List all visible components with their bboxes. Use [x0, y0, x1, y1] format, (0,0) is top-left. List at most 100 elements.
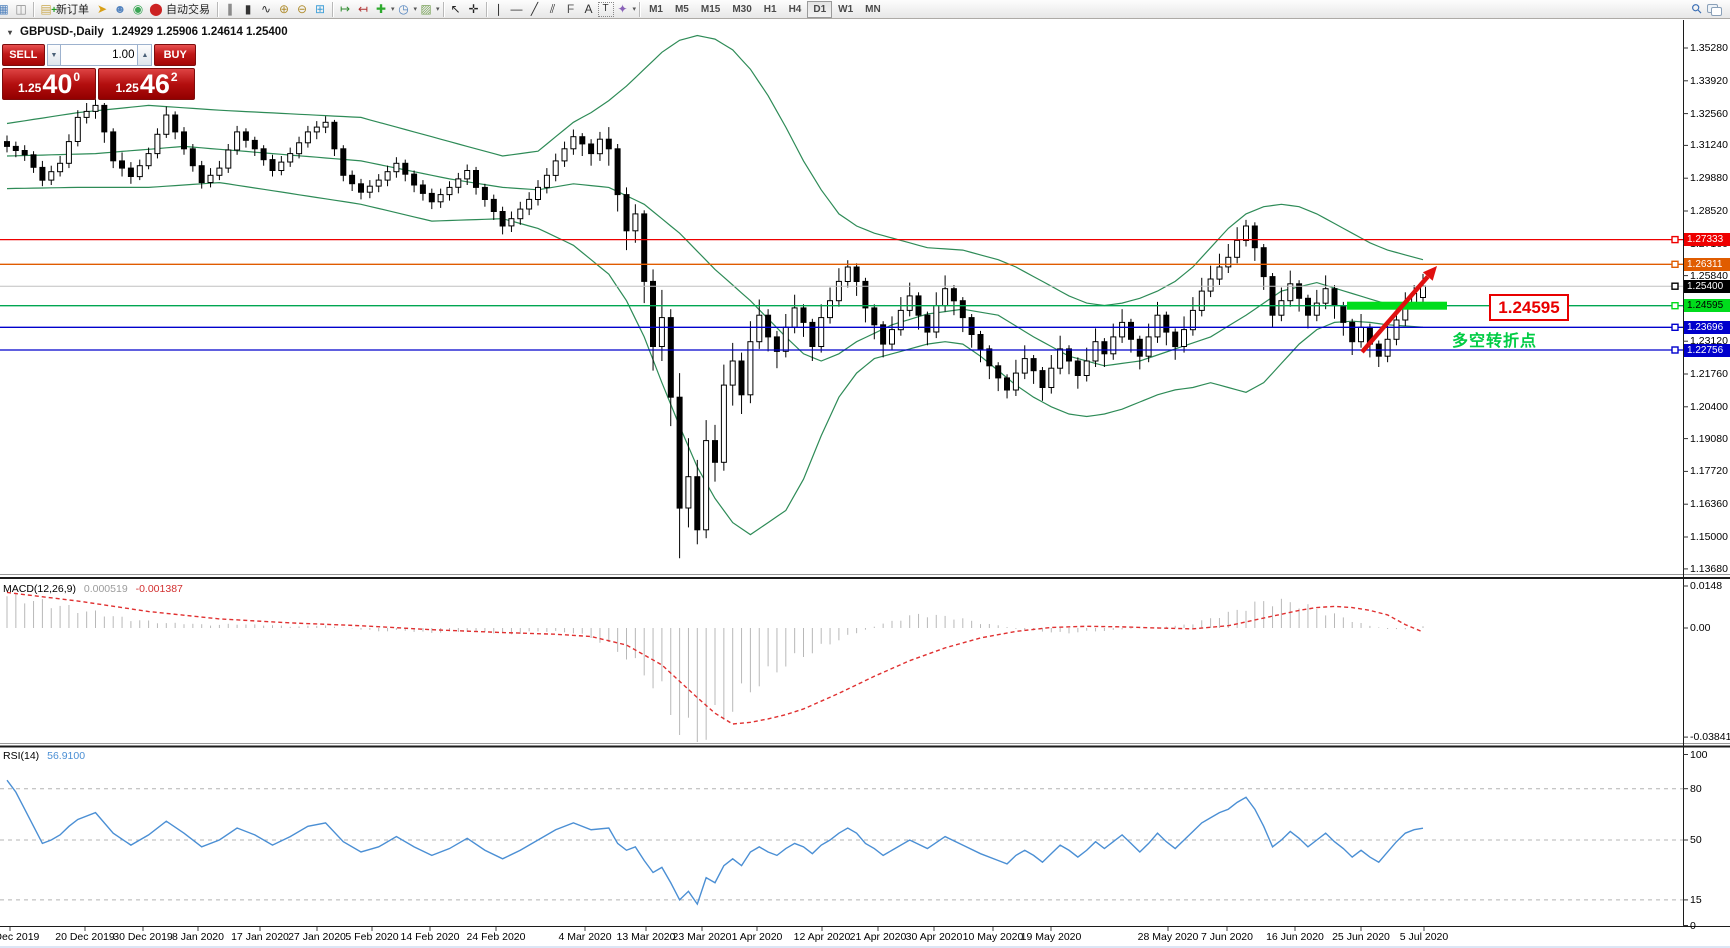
candle-bull: [136, 165, 143, 178]
bar-chart-icon[interactable]: ∥: [227, 2, 233, 16]
templates-icon-dropdown[interactable]: ▾: [436, 6, 440, 13]
candle-bull: [1313, 302, 1320, 316]
arrows-icon-dropdown[interactable]: ▾: [632, 6, 637, 13]
timeframe-w1[interactable]: W1: [838, 3, 854, 15]
sell-price-display[interactable]: 1.25 40 0: [2, 68, 96, 100]
candle-bear: [588, 143, 595, 155]
sell-price-prefix: 1.25: [17, 81, 42, 95]
volume-input[interactable]: [61, 44, 138, 66]
candle-bear: [481, 186, 488, 200]
candle-bear: [1172, 331, 1179, 348]
macd-tick-label: 0.0148: [1690, 580, 1723, 592]
buy-button[interactable]: BUY: [154, 44, 197, 66]
periods-icon-dropdown[interactable]: ▾: [413, 6, 418, 13]
macd-main-value: 0.000519: [83, 583, 128, 595]
support-highlight-bar[interactable]: [1347, 301, 1447, 310]
text-icon[interactable]: A: [584, 2, 593, 16]
fibonacci-icon[interactable]: F: [566, 2, 575, 16]
timeframe-d1[interactable]: D1: [807, 0, 833, 18]
macd-panel[interactable]: [6, 591, 1424, 743]
main-price-panel[interactable]: [4, 34, 1426, 559]
crosshair-icon[interactable]: ✛: [468, 2, 479, 16]
timeframe-m5[interactable]: M5: [674, 3, 689, 15]
candle-bull: [92, 104, 99, 112]
vertical-line-icon[interactable]: ❘: [493, 2, 504, 16]
tile-windows-icon[interactable]: ⊞: [314, 2, 326, 16]
volume-decrease-button[interactable]: ▼: [46, 44, 62, 66]
chart-window-icon[interactable]: ▦: [0, 2, 9, 16]
zoom-out-icon[interactable]: ⊖: [296, 2, 308, 16]
cursor-icon[interactable]: ↖: [450, 2, 461, 16]
buy-price-display[interactable]: 1.25 46 2: [98, 68, 195, 100]
templates-icon[interactable]: ▨: [420, 2, 432, 16]
indicators-icon-dropdown[interactable]: ▾: [391, 6, 395, 13]
annotation-note-text[interactable]: 多空转折点: [1452, 333, 1538, 350]
candle-bull: [844, 266, 851, 282]
price-tick-label: 1.25840: [1690, 270, 1728, 282]
timeframe-h4[interactable]: H4: [788, 3, 802, 15]
signal-icon[interactable]: ◉: [132, 2, 144, 16]
macd-tick-label: -0.038415: [1690, 731, 1730, 743]
chart-shift-icon[interactable]: ↤: [357, 2, 369, 16]
candle-bear: [1349, 321, 1356, 343]
candle-bull: [756, 314, 763, 343]
timeframe-m15[interactable]: M15: [700, 3, 721, 15]
bullish-arrow-shaft[interactable]: [1360, 275, 1430, 354]
date-label: 1 Apr 2020: [731, 931, 783, 943]
candle-bull: [216, 167, 223, 176]
bollinger-lower-band: [6, 181, 1424, 536]
indicators-icon[interactable]: ✚: [375, 2, 387, 16]
community-icon[interactable]: ☻: [113, 2, 127, 16]
text-label-icon[interactable]: T: [597, 1, 614, 17]
zoom-in-icon[interactable]: ⊕: [278, 2, 290, 16]
megaphone-icon[interactable]: ➤: [96, 2, 108, 16]
candle-bull: [517, 208, 524, 220]
autotrade-icon[interactable]: ⬤: [149, 2, 163, 16]
timeframe-m30[interactable]: M30: [732, 3, 752, 15]
candle-bull: [154, 133, 161, 155]
timeframe-h1[interactable]: H1: [763, 3, 777, 15]
candle-bull: [366, 185, 373, 193]
date-label: 14 Feb 2020: [400, 931, 460, 943]
autotrade-icon-label[interactable]: 自动交易: [166, 4, 210, 16]
trendline-icon[interactable]: ╱: [530, 2, 539, 16]
rsi-panel[interactable]: [0, 779, 1683, 906]
timeframe-mn[interactable]: MN: [865, 3, 881, 15]
candle-bull: [83, 110, 90, 118]
line-chart-icon[interactable]: ∿: [260, 2, 272, 16]
rsi-tick-label: 80: [1690, 783, 1702, 795]
new-order-icon-label[interactable]: 新订单: [56, 4, 89, 16]
new-order-icon[interactable]: ▤: [37, 1, 57, 19]
bullish-arrow-head[interactable]: [1422, 266, 1437, 281]
price-tick-label: 1.15000: [1690, 531, 1728, 543]
date-label: 5 Jul 2020: [1399, 931, 1449, 943]
candle-bull: [570, 136, 577, 150]
candle-bear: [694, 476, 701, 531]
candle-bull: [942, 288, 949, 307]
macd-tick-label: 0.00: [1690, 622, 1711, 634]
price-tick-label: 1.20400: [1690, 401, 1728, 413]
candle-bear: [862, 280, 869, 309]
chat-icon[interactable]: [1706, 3, 1722, 16]
timeframe-m1[interactable]: M1: [649, 3, 663, 15]
line-anchor-square: [1671, 323, 1679, 331]
sell-button[interactable]: SELL: [2, 44, 45, 66]
candle-bull: [393, 162, 400, 173]
periods-icon[interactable]: ◷: [398, 2, 409, 16]
volume-increase-button[interactable]: ▲: [137, 44, 153, 66]
candle-bull: [1207, 278, 1214, 292]
annotation-price-box[interactable]: 1.24595: [1489, 294, 1569, 321]
equidistant-channel-icon[interactable]: ⫽: [549, 2, 556, 16]
auto-scroll-icon[interactable]: ↦: [339, 2, 351, 16]
candlestick-chart-icon[interactable]: ▮: [244, 2, 252, 16]
ohlc-values: 1.24929 1.25906 1.24614 1.25400: [111, 26, 288, 38]
candle-bear: [490, 198, 497, 212]
candle-bear: [4, 141, 10, 147]
arrows-icon[interactable]: ✦: [617, 2, 628, 16]
horizontal-line-icon[interactable]: ―: [510, 2, 523, 16]
candle-bull: [287, 153, 294, 163]
window-preview-icon[interactable]: ◫: [15, 2, 27, 16]
date-label: 25 Jun 2020: [1332, 931, 1390, 943]
